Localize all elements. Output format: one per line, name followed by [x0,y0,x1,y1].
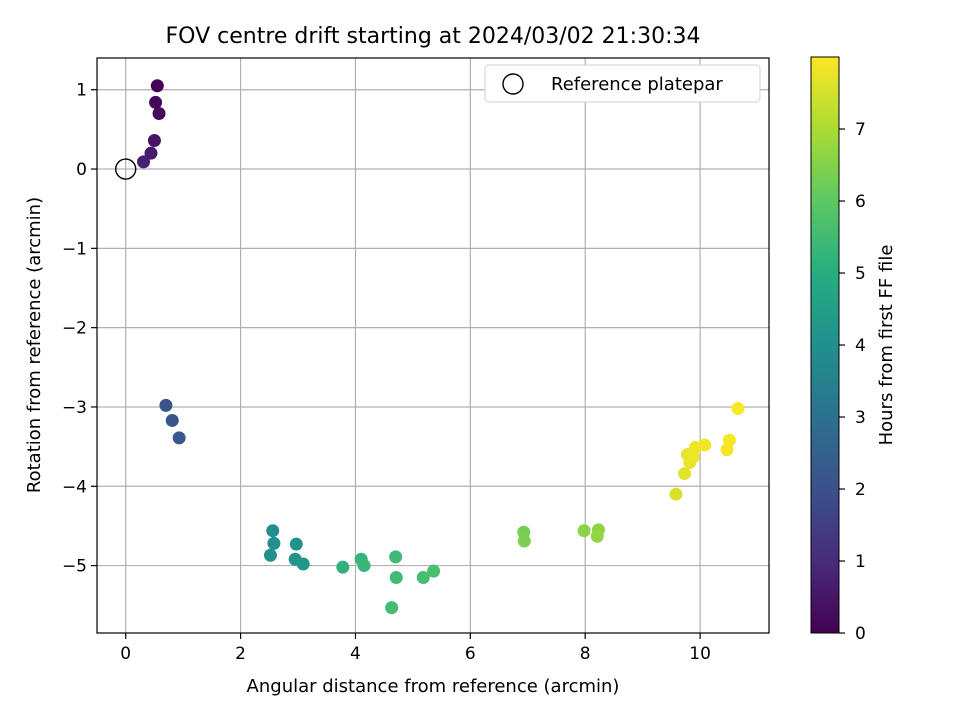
data-point [144,146,158,160]
x-tick-label: 6 [465,644,476,664]
x-tick-label: 8 [580,644,591,664]
data-point [678,467,692,481]
data-point [416,570,430,584]
data-point [389,570,403,584]
data-point [267,536,281,550]
colorbar-label: Hours from first FF file [876,245,897,446]
y-tick-label: −3 [62,398,87,418]
colorbar-tick-label: 7 [855,120,866,140]
data-point [137,155,151,169]
data-point [165,413,179,427]
plot-frame [96,57,770,634]
x-axis-label: Angular distance from reference (arcmin) [247,676,620,697]
data-point [389,550,403,564]
data-point [296,557,310,571]
data-point [149,95,163,109]
y-tick-label: −1 [62,239,87,259]
data-point [669,487,683,501]
y-tick-label: −2 [62,319,87,339]
chart-title: FOV centre drift starting at 2024/03/02 … [166,24,701,49]
colorbar-tick-label: 2 [855,480,866,500]
data-point [590,529,604,543]
grid-lines [97,58,769,633]
data-point [517,534,531,548]
data-points [137,79,745,615]
colorbar-tick-label: 0 [855,624,866,644]
data-point [152,107,166,121]
x-axis-ticks: 0 2 4 6 8 10 [120,633,711,664]
colorbar [810,56,840,634]
y-axis-label: Rotation from reference (arcmin) [24,197,45,493]
data-point [731,402,745,416]
data-point [385,601,399,615]
x-tick-label: 4 [350,644,361,664]
data-point [722,433,736,447]
legend-entry-label: Reference platepar [551,74,723,95]
legend: Reference platepar [484,64,761,103]
x-tick-label: 0 [120,644,131,664]
y-axis-ticks: 1 0 −1 −2 −3 −4 −5 [62,81,97,577]
x-tick-label: 10 [689,644,711,664]
reference-point [115,158,137,180]
data-point [289,537,303,551]
data-point [159,398,173,412]
colorbar-tick-label: 4 [855,336,866,356]
data-point [266,524,280,538]
y-tick-label: −4 [62,477,87,497]
y-tick-label: −5 [62,557,87,577]
data-point [698,438,712,452]
data-point [336,560,350,574]
legend-box [484,64,761,103]
data-point [147,133,161,147]
data-point [577,524,591,538]
y-tick-label: 0 [76,160,87,180]
colorbar-tick-label: 3 [855,408,866,428]
colorbar-ticks: 0 1 2 3 4 5 6 7 [839,120,866,644]
colorbar-tick-label: 1 [855,552,866,572]
data-point [427,564,441,578]
data-point [357,559,371,573]
x-tick-label: 2 [235,644,246,664]
y-tick-label: 1 [76,81,87,101]
data-point [263,548,277,562]
legend-marker-icon [502,73,524,95]
colorbar-tick-label: 5 [855,264,866,284]
data-point [150,79,164,93]
reference-marker [115,158,137,180]
data-point [172,431,186,445]
colorbar-tick-label: 6 [855,192,866,212]
